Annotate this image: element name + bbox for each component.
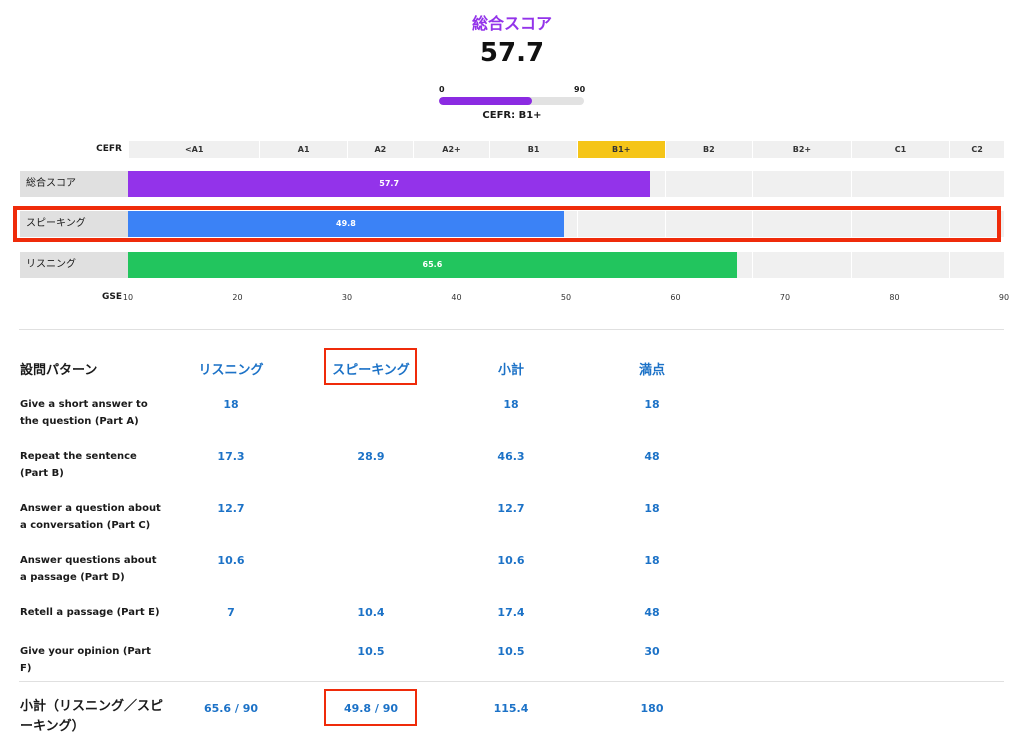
cefr-cell: B2 [664, 141, 753, 158]
gse-tick-label: 10 [122, 293, 134, 302]
gse-tick-label: 70 [779, 293, 791, 302]
speaking-header-highlight [324, 348, 417, 385]
subtotal-label: 小計（リスニング／スピーキング） [20, 699, 164, 734]
cefr-cell: C1 [850, 141, 950, 158]
subtotal-max-score: 180 [640, 702, 664, 715]
cefr-cell: B1 [489, 141, 577, 158]
gse-axis-label: GSE [101, 292, 122, 302]
cefr-cell: A2 [347, 141, 413, 158]
column-header-listening: リスニング [198, 363, 264, 378]
gridline [949, 252, 951, 278]
gridline [752, 252, 754, 278]
score-bar-value-label: 49.8 [336, 219, 356, 228]
column-header-max-score: 満点 [638, 363, 665, 378]
section-divider [19, 329, 1004, 330]
subtotal-speaking: 49.8 / 90 [343, 702, 399, 715]
total-score-progress-fill [439, 97, 532, 105]
score-cell: 30 [644, 645, 660, 658]
gse-tick-label: 60 [670, 293, 681, 302]
score-cell: 28.9 [357, 450, 385, 463]
score-cell: 10.6 [497, 554, 525, 567]
speaking-row-highlight [13, 206, 1001, 242]
gridline [949, 211, 951, 237]
gridline [850, 252, 852, 278]
gse-tick-label: 30 [341, 293, 353, 302]
cefr-cell: B1+ [576, 141, 665, 158]
question-label: Give a short answer to the question (Par… [20, 399, 148, 427]
total-score-label: 総合スコア [471, 14, 552, 33]
score-cell: 48 [644, 606, 660, 619]
cefr-cell: <A1 [128, 141, 259, 158]
subtotal-combined: 115.4 [493, 702, 529, 715]
question-label: Answer a question about a conversation (… [20, 503, 161, 531]
mini-bar-min-label: 0 [439, 85, 445, 94]
gridline [664, 171, 666, 197]
score-cell: 18 [503, 398, 519, 411]
score-row-label: リスニング [20, 252, 128, 278]
gridline [752, 171, 754, 197]
score-row-label: スピーキング [20, 211, 128, 237]
gse-tick-label: 90 [998, 293, 1010, 302]
question-pattern-header: 設問パターン [20, 363, 98, 378]
gridline [752, 211, 754, 237]
gridline [1004, 252, 1005, 278]
score-cell: 10.5 [357, 645, 385, 658]
score-row-track: 57.7 [128, 171, 1005, 197]
gridline [949, 171, 951, 197]
speaking-subtotal-highlight [324, 689, 417, 726]
column-header-subtotal: 小計 [497, 363, 524, 378]
cefr-level-text: CEFR: B1+ [482, 110, 542, 121]
question-label: Retell a passage (Part E) [20, 607, 160, 618]
total-score-progress-bar [439, 97, 584, 105]
gridline [850, 211, 852, 237]
score-cell: 48 [644, 450, 660, 463]
score-cell: 10.4 [357, 606, 385, 619]
total-score-value: 57.7 [479, 38, 545, 68]
cefr-cell: A1 [259, 141, 347, 158]
score-cell: 18 [223, 398, 239, 411]
score-bar-value-label: 57.7 [379, 179, 400, 188]
score-cell: 7 [227, 606, 235, 619]
cefr-level-strip: <A1 A1 A2 A2+ B1 B1+ B2 B2+ C1 C2 [128, 141, 1004, 158]
score-row-track: 49.8 [128, 211, 1005, 237]
gse-tick-label: 80 [889, 293, 900, 302]
cefr-cell: C2 [949, 141, 1004, 158]
score-cell: 46.3 [497, 450, 525, 463]
score-cell: 17.4 [497, 606, 525, 619]
gridline [850, 171, 852, 197]
gse-tick-label: 20 [232, 293, 243, 302]
gridline [576, 211, 578, 237]
score-cell: 12.7 [497, 502, 525, 515]
score-cell: 12.7 [217, 502, 245, 515]
score-row-label: 総合スコア [20, 171, 128, 197]
question-label: Give your opinion (Part F) [20, 646, 151, 674]
mini-bar-max-label: 90 [574, 85, 586, 94]
question-label: Answer questions about a passage (Part D… [20, 555, 157, 583]
score-cell: 18 [644, 502, 660, 515]
score-bar: 49.8 [128, 211, 564, 237]
score-row-track: 65.6 [128, 252, 1005, 278]
score-bar-value-label: 65.6 [422, 260, 443, 269]
subtotal-listening: 65.6 / 90 [203, 702, 259, 715]
score-cell: 10.5 [497, 645, 525, 658]
gridline [664, 211, 666, 237]
gse-tick-label: 40 [451, 293, 462, 302]
score-bar: 65.6 [128, 252, 737, 278]
score-bar: 57.7 [128, 171, 651, 197]
score-cell: 17.3 [217, 450, 245, 463]
cefr-cell: A2+ [412, 141, 490, 158]
cefr-axis-label: CEFR [96, 144, 122, 154]
score-cell: 18 [644, 398, 660, 411]
column-header-speaking: スピーキング [332, 363, 410, 378]
gridline [1004, 211, 1005, 237]
cefr-cell: B2+ [752, 141, 851, 158]
score-cell: 10.6 [217, 554, 245, 567]
gridline [1004, 171, 1005, 197]
subtotal-divider [19, 681, 1004, 682]
question-label: Repeat the sentence (Part B) [20, 451, 137, 479]
gse-tick-label: 50 [560, 293, 572, 302]
score-cell: 18 [644, 554, 660, 567]
